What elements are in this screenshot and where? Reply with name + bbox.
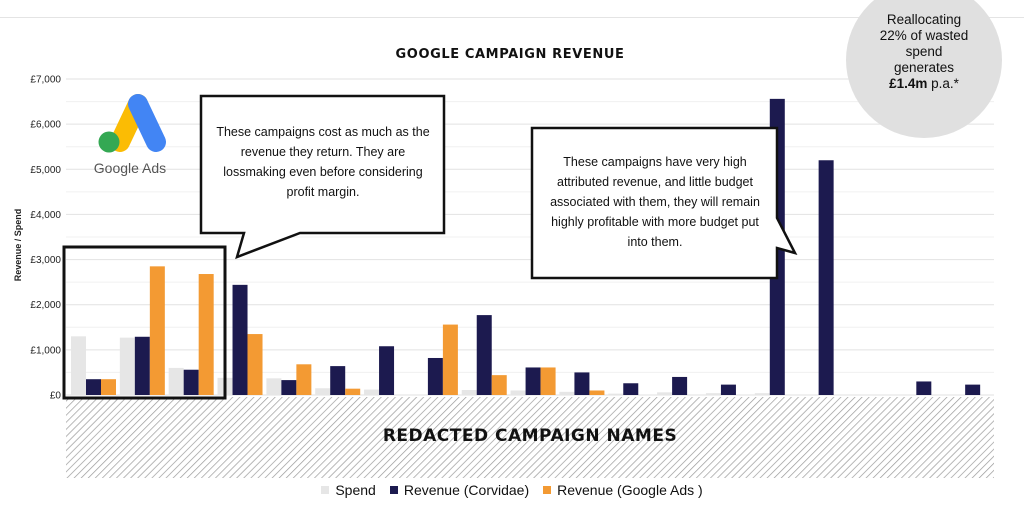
callout-left-text: These campaigns cost as much as the reve… [216,125,430,199]
chart-title: GOOGLE CAMPAIGN REVENUE [395,47,625,62]
callout-circle [846,0,1002,138]
bar-google [589,390,605,395]
logo-text: Google Ads [93,160,167,176]
bar-google [345,388,361,395]
bar-spend [119,337,135,395]
bar-spend [364,389,380,395]
bar-corvidae [965,384,981,395]
legend-label-spend: Spend [335,482,376,498]
bar-google [491,375,507,395]
bar-corvidae [720,384,736,395]
circle-line-1: Reallocating [886,12,962,27]
callout-right-text: These campaigns have very high attribute… [550,155,760,249]
bar-corvidae [916,381,932,395]
bar-spend [71,336,86,395]
bar-google [296,364,312,395]
y-tick-labels: £0 £1,000 £2,000 £3,000 £4,000 £5,000 £6,000 £7… [30,75,61,402]
callout-right-box [530,126,798,280]
y-tick-label: £1,000 [30,345,61,356]
bar-corvidae [134,336,150,395]
bar-spend [657,392,673,395]
x-axis-label: REDACTED CAMPAIGN NAMES [382,426,678,446]
bar-spend [168,367,184,395]
bar-corvidae [232,284,248,395]
bar-corvidae [86,379,101,395]
bar-google [198,274,214,395]
circle-line-2: 22% of wasted [879,28,969,43]
circle-amount: £1.4m [889,76,928,91]
y-tick-label: £6,000 [30,120,61,131]
y-tick-label: £7,000 [30,75,61,86]
circle-line-5: £1.4m p.a.* [858,76,990,92]
legend-item-corvidae: Revenue (Corvidae) [389,482,530,498]
bar-spend [461,390,477,395]
highlight-box [62,245,227,400]
circle-suffix: p.a.* [927,76,959,91]
bar-corvidae [574,372,590,395]
legend-label-corvidae: Revenue (Corvidae) [403,482,530,498]
bar-spend [315,388,331,395]
y-tick-label: £3,000 [30,255,61,266]
bar-corvidae [818,160,834,395]
callout-left-box [199,94,446,260]
bars [71,98,981,395]
legend-swatch-corvidae [389,486,398,494]
y-tick-label: £0 [50,391,62,402]
bar-corvidae [379,346,395,395]
google-ads-logo-icon [98,94,166,153]
bar-spend [559,391,575,395]
legend-item-spend: Spend [321,482,376,498]
bar-corvidae [525,367,541,395]
bar-corvidae [672,376,688,395]
bar-corvidae [281,380,297,395]
bar-google [247,334,263,395]
bar-google [442,324,458,395]
top-rule [0,17,1024,18]
circle-line-4: generates [893,60,955,75]
bar-spend [754,393,770,395]
legend-item-google: Revenue (Google Ads ) [543,482,703,498]
bar-spend [510,390,526,395]
bar-corvidae [476,315,492,395]
bar-spend [705,393,721,395]
legend: Spend Revenue (Corvidae) Revenue (Google… [0,482,1024,498]
bar-spend [266,378,282,395]
redacted-area [66,397,994,478]
legend-label-google: Revenue (Google Ads ) [557,482,703,498]
bar-google [101,379,116,395]
bar-corvidae [623,383,639,395]
bar-google [540,367,556,395]
bar-corvidae [183,369,199,395]
legend-swatch-google [543,486,552,494]
bar-corvidae [427,357,443,395]
circle-text: Reallocating 22% of wasted spend generat… [858,12,990,92]
bar-spend [608,393,624,395]
y-axis-label: Revenue / Spend [13,208,23,282]
bar-google [149,266,165,395]
legend-swatch-spend [321,486,330,494]
y-tick-label: £4,000 [30,210,61,221]
bar-corvidae [330,366,346,395]
y-tick-label: £5,000 [30,165,61,176]
circle-line-3: spend [905,44,943,59]
y-tick-label: £2,000 [30,300,61,311]
